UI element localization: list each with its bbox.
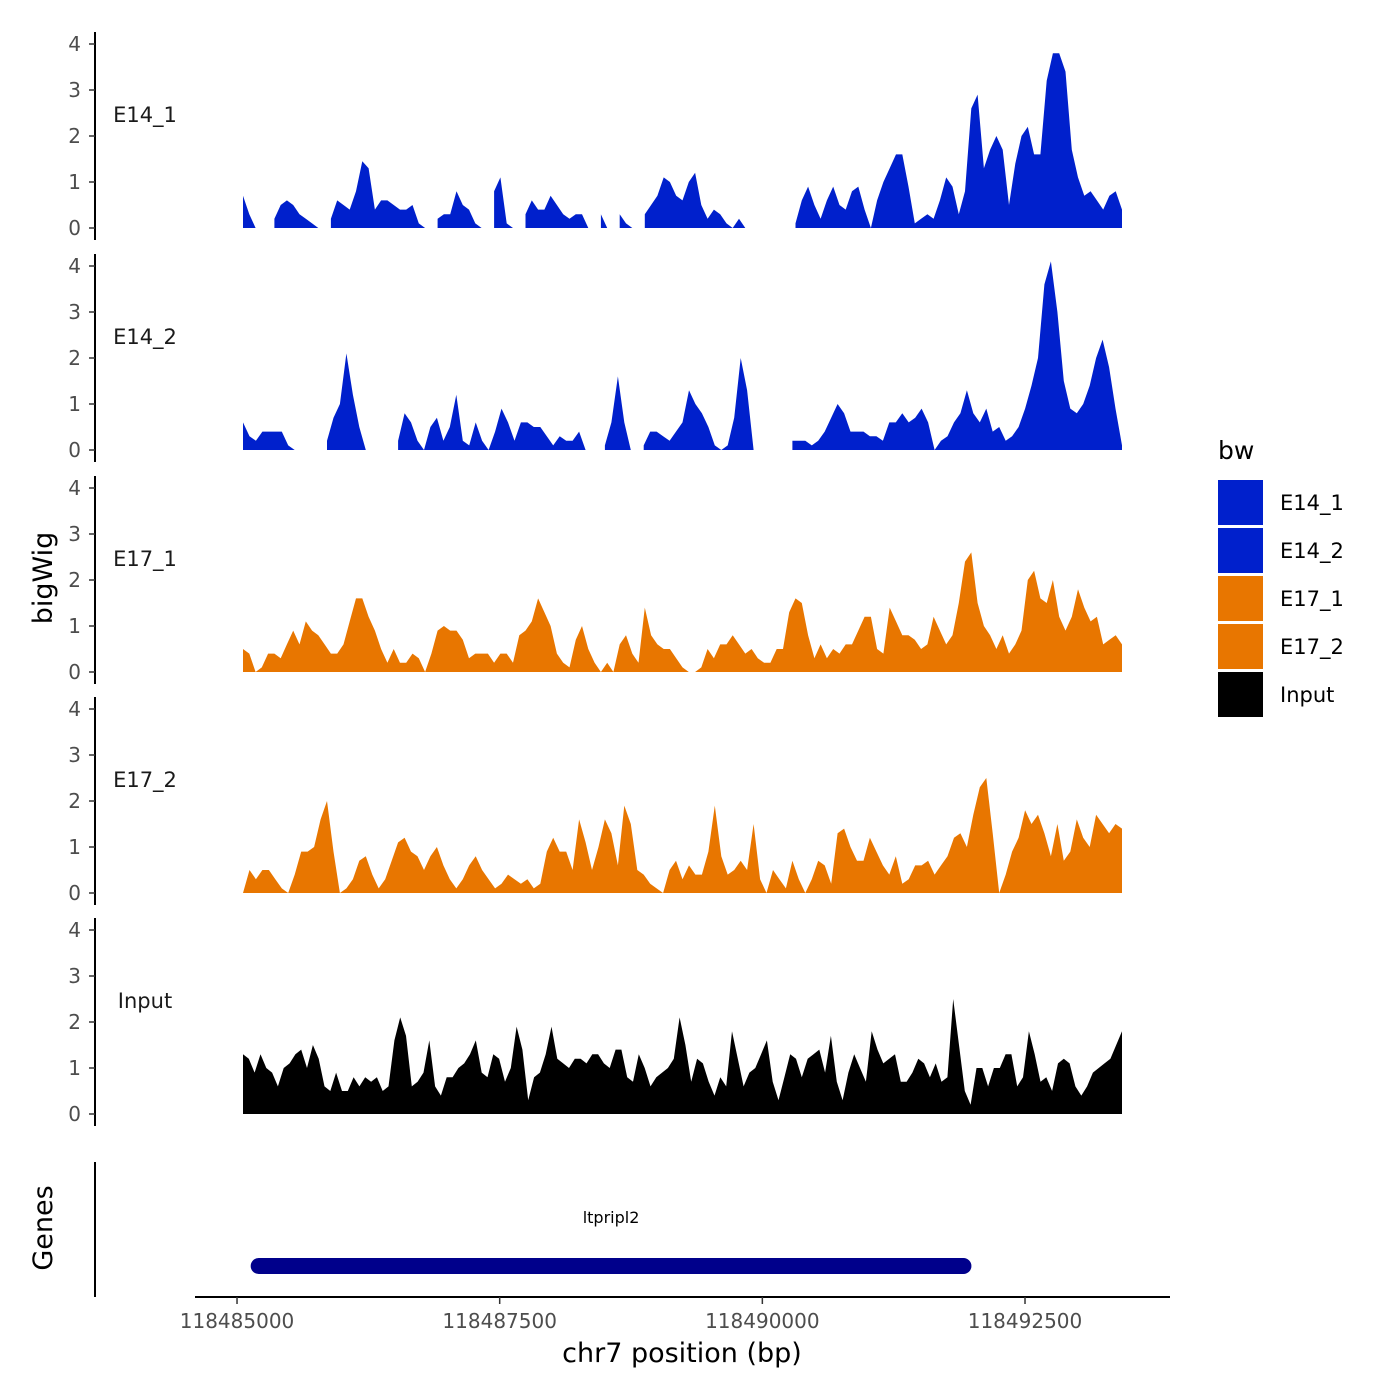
signal-area-e14-1 [619,214,633,228]
y-tick-label: 2 [68,124,81,148]
signal-area-e14-2 [327,353,366,450]
genes-axis-title: Genes [28,1185,59,1270]
legend-label-e17-2: E17_2 [1280,635,1344,660]
legend-title: bw [1218,436,1254,465]
y-tick-label: 4 [68,254,81,278]
y-tick-label: 4 [68,918,81,942]
signal-area-e14-1 [243,195,256,228]
signal-area-e14-2 [243,422,295,450]
y-tick-label: 1 [68,170,81,194]
track-panels: 0 1 2 3 4 E14_1 0 1 2 3 4 E14_2 0 1 2 3 4 E17_1 0 1 2 3 4 E17_2… [68,32,1122,1126]
legend-key-e14-1 [1218,480,1263,525]
signal-area-e14-1 [525,195,589,228]
panel-label-e17-1: E17_1 [113,547,177,572]
y-tick-label: 4 [68,476,81,500]
legend-label-input: Input [1280,683,1334,707]
panel-label-e14-2: E14_2 [113,325,177,350]
signal-area-e14-2 [643,358,754,450]
legend-label-e17-1: E17_1 [1280,587,1344,612]
y-tick-label: 3 [68,964,81,988]
signal-area-e14-2 [604,376,631,450]
signal-area-e14-1 [330,161,426,228]
y-tick-label: 1 [68,614,81,638]
signal-area-e17-1 [243,552,1122,672]
x-axis: 118485000 118487500 118490000 118492500 [180,1296,1170,1333]
y-tick-label: 0 [68,660,81,684]
y-tick-label: 3 [68,522,81,546]
signal-area-e14-1 [494,177,513,228]
track-panel-input: 0 1 2 3 4 Input [68,918,1122,1126]
y-tick-label: 3 [68,300,81,324]
x-tick-label: 118487500 [442,1309,557,1333]
legend-key-e14-2 [1218,528,1263,573]
genes-panel: Genes ltpripl2 [28,1162,972,1297]
signal-area-e14-1 [274,200,319,228]
x-tick-label: 118490000 [705,1309,820,1333]
y-tick-label: 1 [68,1056,81,1080]
y-tick-label: 1 [68,835,81,859]
y-tick-label: 2 [68,346,81,370]
legend-key-e17-2 [1218,624,1263,669]
panel-label-e17-2: E17_2 [113,768,177,793]
signal-area-e14-2 [792,261,1122,450]
y-tick-label: 3 [68,78,81,102]
signal-area-e17-2 [243,778,1122,893]
legend-label-e14-1: E14_1 [1280,491,1344,516]
signal-area-e14-1 [644,172,746,228]
y-tick-label: 4 [68,32,81,56]
y-tick-label: 0 [68,1102,81,1126]
signal-area-e14-2 [398,394,586,450]
signal-area-input [243,999,1122,1114]
panel-label-e14-1: E14_1 [113,103,177,128]
legend-label-e14-2: E14_2 [1280,539,1344,564]
y-tick-label: 2 [68,568,81,592]
y-tick-label: 4 [68,697,81,721]
y-tick-label: 0 [68,881,81,905]
track-panel-e17-2: 0 1 2 3 4 E17_2 [68,697,1122,905]
y-tick-label: 3 [68,743,81,767]
y-tick-label: 0 [68,216,81,240]
y-tick-label: 0 [68,438,81,462]
y-tick-label: 1 [68,392,81,416]
y-tick-label: 2 [68,1010,81,1034]
x-tick-label: 118485000 [180,1309,295,1333]
legend: bw E14_1 E14_2 E17_1 E17_2 Input [1218,436,1344,717]
signal-area-e14-1 [437,191,482,228]
y-axis-title: bigWig [28,532,59,625]
gene-bar [250,1258,972,1274]
legend-key-e17-1 [1218,576,1263,621]
x-axis-title: chr7 position (bp) [562,1338,802,1369]
panel-label-input: Input [118,989,172,1013]
x-tick-label: 118492500 [968,1309,1083,1333]
signal-area-e14-1 [600,214,608,228]
y-tick-label: 2 [68,789,81,813]
legend-key-input [1218,672,1263,717]
track-panel-e14-1: 0 1 2 3 4 E14_1 [68,32,1122,240]
signal-area-e14-1 [795,53,1122,229]
track-panel-e14-2: 0 1 2 3 4 E14_2 [68,254,1122,462]
track-panel-e17-1: 0 1 2 3 4 E17_1 [68,476,1122,684]
gene-label: ltpripl2 [583,1208,640,1227]
